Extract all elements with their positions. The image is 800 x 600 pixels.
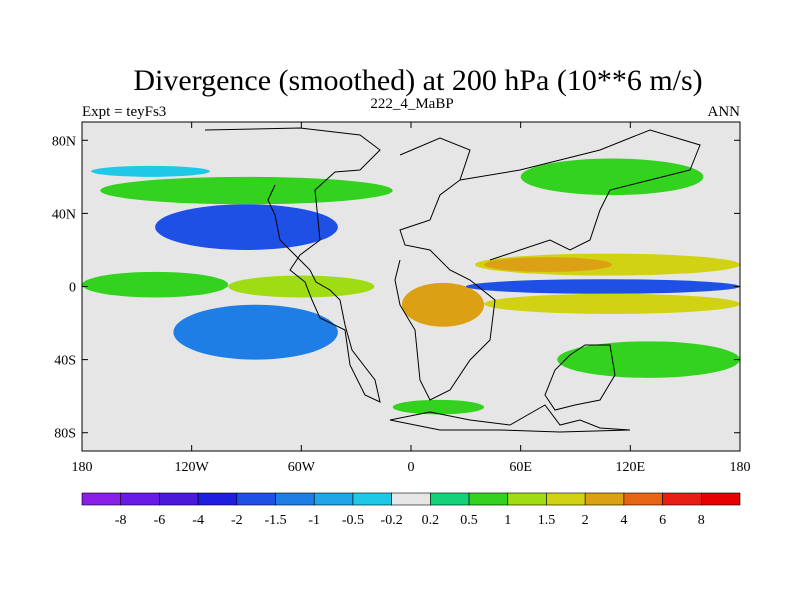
colorbar-swatch (236, 492, 276, 506)
region-americas-neg-south (173, 304, 338, 360)
colorbar-label: -0.2 (381, 513, 403, 528)
season-label: ANN (708, 104, 741, 120)
colorbar-swatch (662, 492, 702, 506)
coastline (204, 127, 701, 433)
y-tick-label: 40N (52, 207, 76, 222)
colorbar-swatch (197, 492, 238, 506)
colorbar-swatch (313, 492, 354, 506)
colorbar-label: -1.5 (264, 513, 286, 528)
region-eq-atlantic-africa (401, 282, 485, 327)
region-n-midlat-pos (100, 176, 393, 205)
x-tick-label: 120E (616, 460, 646, 475)
chart-title: Divergence (smoothed) at 200 hPa (10**6 … (133, 64, 702, 97)
experiment-label: Expt = teyFs3 (82, 104, 166, 120)
colorbar-label: 0.5 (460, 513, 478, 528)
colorbar-swatch (700, 492, 741, 506)
x-tick-label: 60W (288, 460, 316, 475)
colorbar-swatch (275, 492, 315, 506)
colorbar-swatch (120, 492, 160, 506)
y-axis-ticks: 80N 40N 0 40S 80S (52, 134, 740, 442)
region-eq-indian-neg (465, 279, 740, 294)
colorbar-label: 1.5 (538, 513, 556, 528)
colorbar-label: 8 (698, 513, 705, 528)
region-americas-neg-north (155, 204, 338, 250)
x-tick-label: 180 (72, 460, 93, 475)
colorbar-swatch (391, 492, 431, 506)
colorbar-label: 0.2 (422, 513, 440, 528)
region-s-indian-pos (484, 293, 740, 314)
y-tick-label: 0 (69, 281, 76, 296)
colorbar-label: -8 (115, 513, 127, 528)
colorbar-swatch (159, 492, 199, 506)
colorbar-swatch (507, 492, 547, 506)
center-label: 222_4_MaBP (370, 96, 453, 112)
x-tick-label: 60E (509, 460, 532, 475)
x-tick-label: 0 (408, 460, 415, 475)
colorbar: -8 -6 -4 -2 -1.5 -1 -0.5 -0.2 0.2 0.5 1 1.5 2 4 6 8 (81, 492, 741, 528)
region-arctic-neg (91, 165, 210, 177)
colorbar-swatch (81, 492, 122, 506)
colorbar-label: 2 (582, 513, 589, 528)
colorbar-swatch (430, 492, 470, 506)
colorbar-label: 1 (504, 513, 511, 528)
x-tick-label: 120W (175, 460, 210, 475)
colorbar-swatch (623, 492, 663, 506)
colorbar-label: -0.5 (342, 513, 364, 528)
colorbar-swatch (546, 492, 586, 506)
region-asia-pos (520, 158, 704, 196)
y-tick-label: 80N (52, 134, 76, 149)
colorbar-swatch (468, 492, 509, 506)
colorbar-label: -6 (154, 513, 166, 528)
colorbar-swatch (584, 492, 625, 506)
region-eq-indian-strong-pos (484, 257, 613, 272)
colorbar-label: -1 (308, 513, 320, 528)
map-plot-area (81, 121, 741, 452)
y-tick-label: 80S (54, 427, 76, 442)
colorbar-swatch (352, 492, 392, 506)
region-eq-pacific-west (82, 271, 229, 298)
x-tick-label: 180 (730, 460, 751, 475)
region-s-midlat-pos (557, 341, 740, 378)
divergence-regions (82, 158, 740, 415)
colorbar-label: -2 (231, 513, 243, 528)
y-tick-label: 40S (54, 354, 76, 369)
colorbar-label: 6 (659, 513, 666, 528)
x-axis-ticks: 180 120W 60W 0 60E 120E 180 (72, 122, 751, 475)
colorbar-label: 4 (620, 513, 627, 528)
region-antarctic-pos (392, 399, 485, 415)
region-eq-central (228, 275, 375, 298)
colorbar-label: -4 (192, 513, 204, 528)
